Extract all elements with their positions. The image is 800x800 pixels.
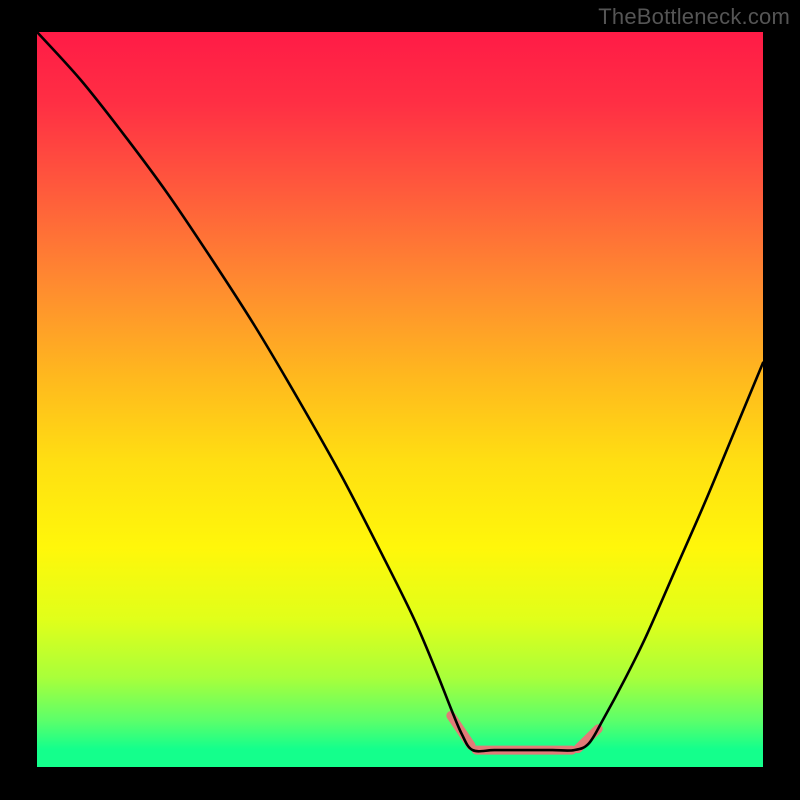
flat-highlight [451, 716, 598, 751]
curve-svg [37, 32, 763, 767]
plot-area [37, 32, 763, 767]
main-curve-path [37, 32, 763, 751]
watermark-text: TheBottleneck.com [598, 4, 790, 30]
chart-container: TheBottleneck.com [0, 0, 800, 800]
